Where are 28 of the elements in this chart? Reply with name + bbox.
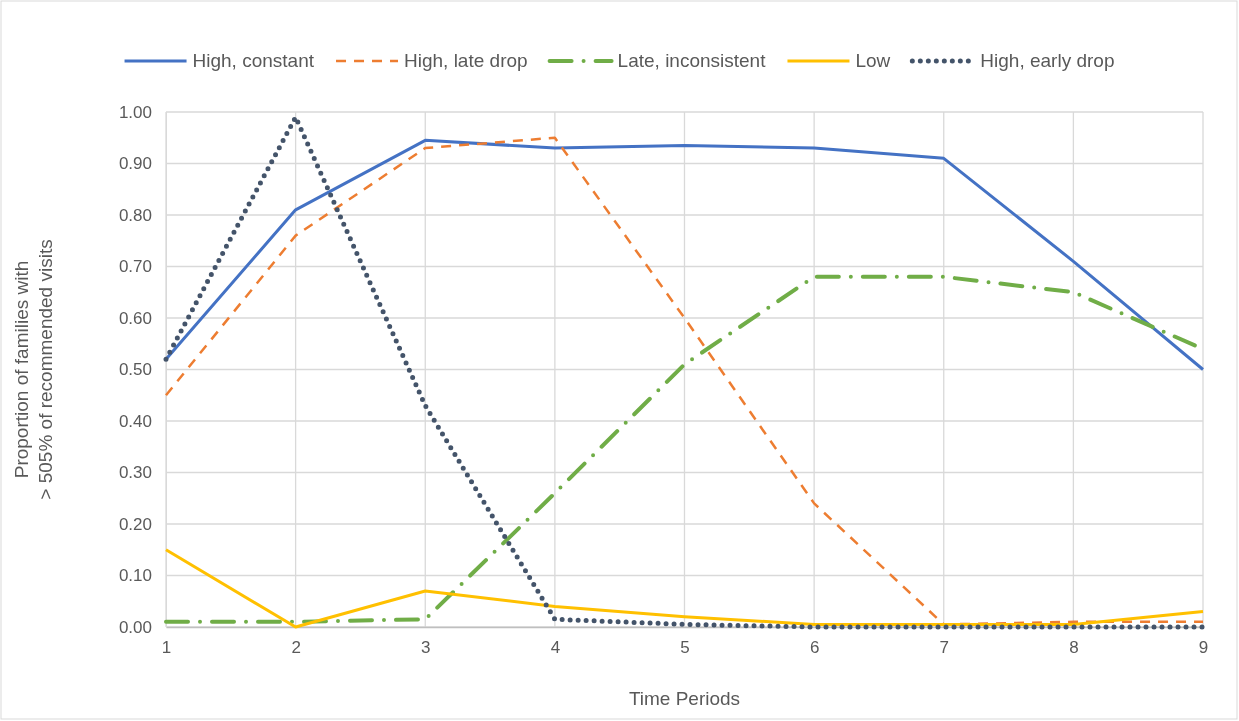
y-tick-label: 0.60 xyxy=(118,308,152,328)
y-tick-label: 0.80 xyxy=(118,205,152,225)
y-tick-label: 1.00 xyxy=(118,102,152,122)
y-tick-label: 0.40 xyxy=(118,411,152,431)
line-series xyxy=(164,138,1205,371)
legend-label: High, late drop xyxy=(404,50,528,71)
x-tick-label: 2 xyxy=(291,638,301,658)
y-tick-label: 0.50 xyxy=(118,360,152,380)
legend-label: Late, inconsistent xyxy=(617,50,767,71)
x-tick-label: 5 xyxy=(680,638,690,658)
legend-label: High, early drop xyxy=(980,50,1115,71)
x-tick-label: 1 xyxy=(161,638,172,658)
x-tick-label: 6 xyxy=(809,638,820,658)
y-tick-label: 0.10 xyxy=(118,566,152,586)
x-tick-label: 4 xyxy=(550,638,561,658)
y-tick-label: 0.90 xyxy=(118,154,152,174)
y-tick-label: 0.00 xyxy=(118,617,152,637)
y-tick-label: 0.70 xyxy=(118,257,152,277)
x-tick-label: 3 xyxy=(421,638,431,658)
x-axis-title: Time Periods xyxy=(628,688,741,709)
x-tick-label: 7 xyxy=(939,638,949,658)
x-tick-label: 9 xyxy=(1198,638,1209,658)
y-axis-title: Proportion of families with > 505% of recommended visits xyxy=(11,239,56,500)
y-tick-label: 0.30 xyxy=(118,463,152,483)
legend-label: High, constant xyxy=(192,50,315,71)
legend-label: Low xyxy=(855,50,891,71)
x-tick-label: 8 xyxy=(1069,638,1079,658)
y-tick-label: 0.20 xyxy=(118,514,152,534)
